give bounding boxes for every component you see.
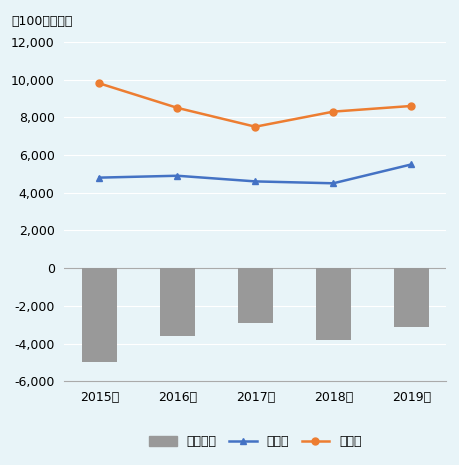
Legend: 貿易収支, 輸出額, 輸入額: 貿易収支, 輸出額, 輸入額: [149, 435, 361, 448]
Bar: [393, 268, 428, 326]
Bar: [315, 268, 350, 340]
Bar: [159, 268, 195, 336]
Bar: [82, 268, 117, 362]
Bar: [237, 268, 272, 323]
Text: （100万ドル）: （100万ドル）: [11, 15, 72, 28]
